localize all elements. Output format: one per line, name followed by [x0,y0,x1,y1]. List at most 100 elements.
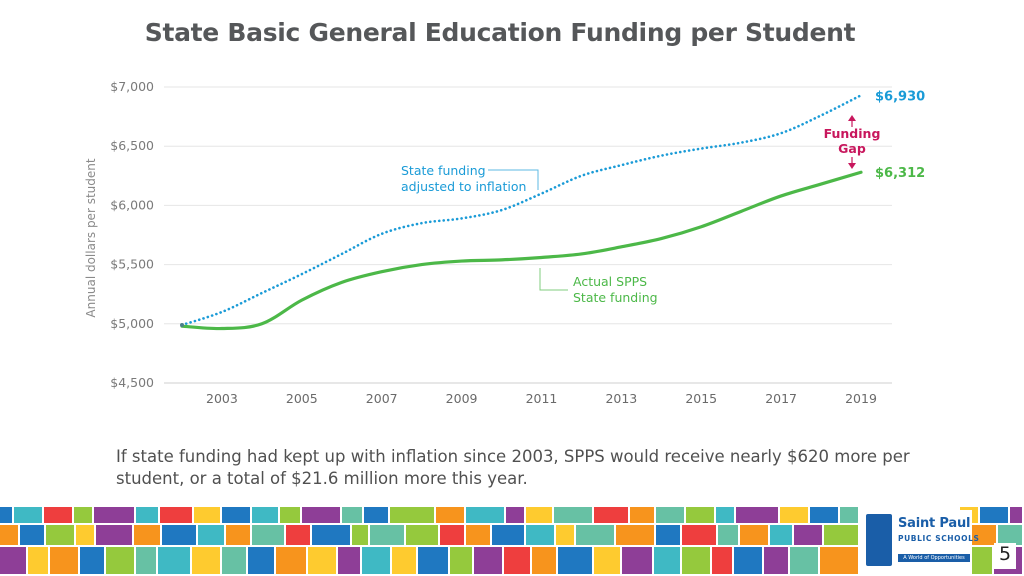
mosaic-tile [364,507,388,523]
mosaic-tile [50,547,78,574]
mosaic-tile [794,525,822,545]
mosaic-tile [302,507,340,523]
mosaic-tile [656,507,684,523]
mosaic-tile [198,525,224,545]
mosaic-tile [616,525,654,545]
mosaic-tile [622,547,652,574]
saint-paul-public-schools-logo[interactable]: Saint Paul PUBLIC SCHOOLS A World of Opp… [862,510,979,572]
chart-grid [164,86,892,384]
mosaic-tile [252,507,278,523]
x-tick-label: 2019 [845,391,877,406]
mosaic-tile [810,507,838,523]
mosaic-tile [980,507,1008,523]
chart-annotations: State funding adjusted to inflation Actual… [401,115,880,305]
mosaic-tile [840,507,858,523]
x-tick-label: 2009 [446,391,478,406]
mosaic-tile [226,525,250,545]
mosaic-tile [712,547,732,574]
mosaic-tile [252,525,284,545]
annotation-actual-leader [539,268,568,291]
mosaic-tile [406,525,438,545]
x-tick-label: 2003 [206,391,238,406]
annotation-gap-label: Gap [838,141,866,156]
mosaic-tile [94,507,134,523]
y-tick-label: $6,000 [110,197,154,212]
mosaic-tile [716,507,734,523]
mosaic-tile [656,525,680,545]
decorative-mosaic-footer [0,507,1022,574]
mosaic-tile [770,525,792,545]
mosaic-tile [192,547,220,574]
mosaic-tile [280,507,300,523]
mosaic-tile [312,525,350,545]
mosaic-tile [554,507,592,523]
mosaic-tile [194,507,220,523]
mosaic-tile [0,547,26,574]
mosaic-tile [134,525,160,545]
annotation-inflation-label: adjusted to inflation [401,179,526,194]
mosaic-tile [222,507,250,523]
x-tick-label: 2015 [685,391,717,406]
mosaic-tile [392,547,416,574]
y-tick-label: $5,000 [110,316,154,331]
mosaic-tile [526,525,554,545]
mosaic-tile [780,507,808,523]
mosaic-tile [160,507,192,523]
start-point [180,322,184,327]
annotation-inflation-leader [488,169,539,190]
mosaic-tile [736,507,778,523]
mosaic-tile [342,507,362,523]
mosaic-tile [526,507,552,523]
mosaic-tile [968,525,996,545]
mosaic-tile [276,547,306,574]
logo-mark-icon [866,514,892,566]
y-tick-label: $6,500 [110,138,154,153]
mosaic-tile [96,525,132,545]
annotation-gap-label: Funding [824,126,881,141]
mosaic-tile [824,525,858,545]
mosaic-tile [506,507,524,523]
mosaic-tile [556,525,574,545]
mosaic-tile [450,547,472,574]
mosaic-tile [28,547,48,574]
mosaic-tile [436,507,464,523]
y-tick-label: $7,000 [110,79,154,94]
gap-arrowhead-up [848,115,856,121]
mosaic-tile [740,525,768,545]
x-tick-label: 2013 [605,391,637,406]
mosaic-tile [222,547,246,574]
mosaic-tile [106,547,134,574]
mosaic-tile [654,547,680,574]
mosaic-tile [630,507,654,523]
annotation-actual-label: State funding [573,290,658,305]
mosaic-tile [576,525,614,545]
x-tick-label: 2005 [286,391,318,406]
mosaic-tile [492,525,524,545]
gap-arrowhead-down [848,163,856,169]
x-tick-label: 2017 [765,391,797,406]
mosaic-tile [162,525,196,545]
mosaic-tile [466,507,504,523]
mosaic-tile [734,547,762,574]
mosaic-tile [248,547,274,574]
mosaic-tile [74,507,92,523]
mosaic-tile [686,507,714,523]
mosaic-tile [362,547,390,574]
mosaic-tile [136,507,158,523]
logo-subtitle: PUBLIC SCHOOLS [898,534,980,543]
logo-name: Saint Paul [898,516,971,531]
page-number: 5 [994,543,1016,569]
mosaic-tile [558,547,592,574]
mosaic-tile [0,525,18,545]
annotation-actual-label: Actual SPPS [573,274,647,289]
mosaic-tile [998,525,1022,545]
chart-series: $6,930 $6,312 [180,89,925,331]
mosaic-tile [418,547,448,574]
y-axis-label: Annual dollars per student [84,158,98,317]
chart-title: State Basic General Education Funding pe… [144,18,856,47]
mosaic-tile [44,507,72,523]
series-end-label: $6,312 [875,166,925,181]
mosaic-tile [594,547,620,574]
mosaic-tile [46,525,74,545]
mosaic-tile [594,507,628,523]
